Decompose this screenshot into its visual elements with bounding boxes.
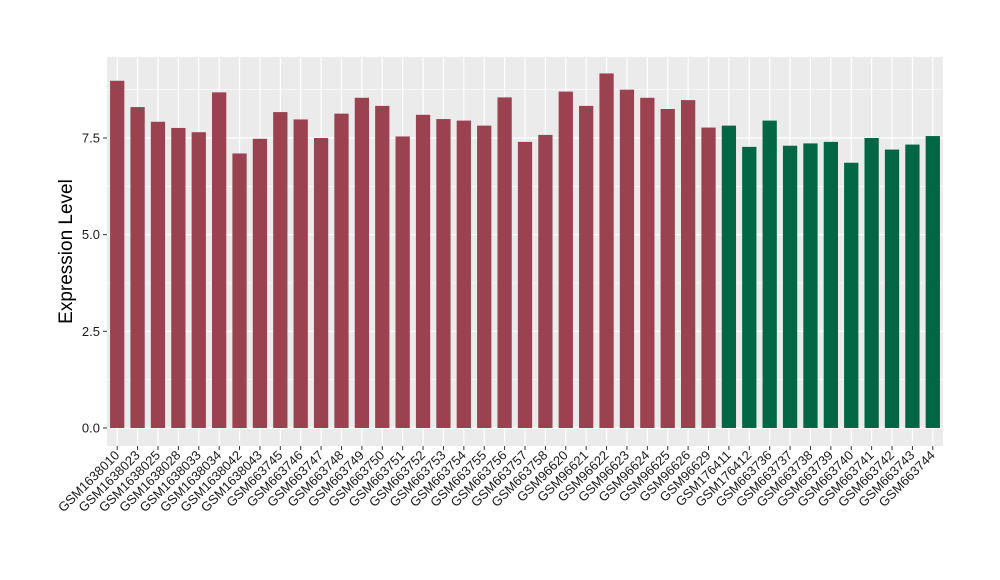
bar-GSM663746: [293, 119, 308, 428]
y-tick-label: 5.0: [82, 227, 100, 242]
bar-GSM176411: [721, 125, 737, 429]
bar-GSM663738: [803, 143, 818, 428]
x-axis: GSM1638010GSM1638023GSM1638025GSM1638028…: [55, 446, 938, 515]
y-axis: 0.0 2.5 5.0 7.5: [82, 131, 107, 436]
bar-GSM663756: [497, 97, 512, 429]
y-tick-label: 7.5: [82, 131, 100, 146]
bar-GSM96624: [640, 97, 655, 428]
bar-GSM663753: [436, 119, 451, 428]
y-tick-label: 2.5: [82, 324, 100, 339]
bar-GSM96626: [680, 100, 696, 429]
bar-GSM663754: [456, 120, 471, 428]
bar-GSM663755: [477, 125, 492, 429]
bar-GSM663739: [823, 141, 838, 428]
bar-GSM663757: [517, 141, 533, 428]
bar-GSM663736: [762, 120, 777, 428]
bar-GSM663758: [538, 134, 553, 428]
bar-GSM1638025: [150, 121, 166, 428]
bar-GSM663743: [905, 144, 920, 428]
bar-GSM96622: [599, 73, 614, 428]
y-axis-title: Expression Level: [56, 179, 77, 324]
bar-GSM1638028: [171, 127, 186, 429]
bar-GSM1638042: [232, 153, 247, 428]
bars: [110, 73, 940, 429]
bar-GSM96623: [619, 89, 635, 429]
bar-GSM663745: [273, 112, 288, 429]
bar-GSM1638034: [212, 92, 227, 428]
bar-GSM663744: [925, 136, 940, 429]
bar-GSM96629: [701, 127, 716, 428]
bar-GSM663752: [415, 114, 431, 429]
bar-GSM663751: [395, 136, 410, 428]
bar-GSM1638010: [110, 80, 125, 429]
bar-GSM96625: [660, 109, 675, 428]
bar-GSM663740: [844, 162, 859, 428]
bar-GSM1638043: [252, 138, 268, 429]
bar-GSM663741: [864, 138, 879, 428]
bar-GSM663737: [782, 145, 798, 428]
bar-GSM96620: [558, 91, 573, 428]
bar-GSM663748: [334, 113, 349, 428]
bar-GSM663747: [313, 138, 329, 428]
bar-GSM1638033: [191, 132, 206, 428]
bar-GSM1638023: [130, 107, 145, 429]
bar-GSM96621: [579, 105, 594, 428]
bar-GSM663750: [375, 105, 390, 428]
bar-GSM663742: [884, 149, 900, 428]
y-tick-label: 0.0: [82, 421, 100, 436]
bar-GSM176412: [742, 146, 757, 429]
bar-GSM663749: [354, 97, 370, 428]
